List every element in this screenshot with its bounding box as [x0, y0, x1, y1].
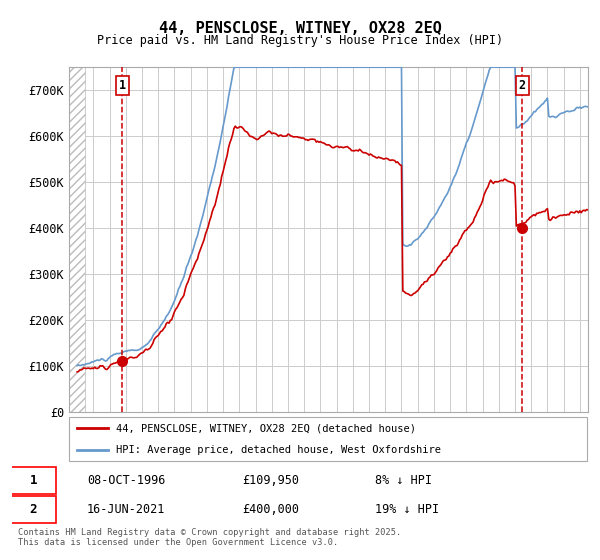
FancyBboxPatch shape — [11, 466, 56, 493]
Text: Price paid vs. HM Land Registry's House Price Index (HPI): Price paid vs. HM Land Registry's House … — [97, 34, 503, 46]
Text: Contains HM Land Registry data © Crown copyright and database right 2025.
This d: Contains HM Land Registry data © Crown c… — [18, 528, 401, 547]
Text: 16-JUN-2021: 16-JUN-2021 — [87, 503, 165, 516]
Text: 1: 1 — [29, 474, 37, 487]
Text: 8% ↓ HPI: 8% ↓ HPI — [375, 474, 432, 487]
Text: 08-OCT-1996: 08-OCT-1996 — [87, 474, 165, 487]
Text: 44, PENSCLOSE, WITNEY, OX28 2EQ (detached house): 44, PENSCLOSE, WITNEY, OX28 2EQ (detache… — [116, 423, 416, 433]
Text: £400,000: £400,000 — [242, 503, 299, 516]
FancyBboxPatch shape — [11, 496, 56, 523]
Text: 2: 2 — [29, 503, 37, 516]
Text: £109,950: £109,950 — [242, 474, 299, 487]
FancyBboxPatch shape — [69, 417, 587, 461]
Text: HPI: Average price, detached house, West Oxfordshire: HPI: Average price, detached house, West… — [116, 445, 441, 455]
Text: 19% ↓ HPI: 19% ↓ HPI — [375, 503, 439, 516]
Text: 1: 1 — [118, 80, 125, 92]
Text: 44, PENSCLOSE, WITNEY, OX28 2EQ: 44, PENSCLOSE, WITNEY, OX28 2EQ — [158, 21, 442, 36]
Text: 2: 2 — [519, 80, 526, 92]
